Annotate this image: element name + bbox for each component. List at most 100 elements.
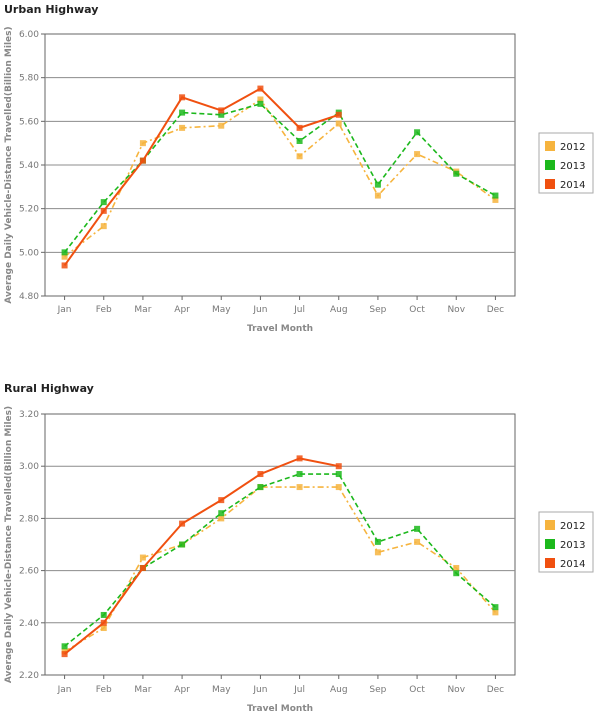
y-axis-label: Average Daily Vehicle-Distance Travelled… bbox=[4, 26, 14, 303]
data-point-2013[interactable] bbox=[296, 137, 303, 144]
data-point-2012[interactable] bbox=[218, 515, 225, 522]
data-point-2013[interactable] bbox=[453, 170, 460, 177]
data-point-2012[interactable] bbox=[335, 120, 342, 127]
legend-swatch-2012[interactable] bbox=[545, 141, 555, 151]
legend-label-2012[interactable]: 2012 bbox=[560, 521, 585, 532]
y-tick-label: 5.60 bbox=[19, 117, 39, 127]
data-point-2012[interactable] bbox=[61, 253, 68, 260]
data-point-2012[interactable] bbox=[139, 140, 146, 147]
data-point-2013[interactable] bbox=[335, 471, 342, 478]
data-point-2014[interactable] bbox=[139, 564, 146, 571]
data-point-2014[interactable] bbox=[100, 619, 107, 626]
chart-1: Urban Highway 4.80 5.00 5.20 5.40 5.60 5.80 6.0… bbox=[4, 3, 594, 334]
data-point-2013[interactable] bbox=[61, 249, 68, 256]
data-point-2012[interactable] bbox=[139, 554, 146, 561]
legend-label-2014[interactable]: 2014 bbox=[560, 559, 585, 570]
legend-label-2013[interactable]: 2013 bbox=[560, 540, 585, 551]
y-tick-label: 2.80 bbox=[19, 514, 39, 524]
data-point-2012[interactable] bbox=[414, 151, 421, 158]
data-point-2012[interactable] bbox=[179, 124, 186, 131]
y-tick-label: 2.20 bbox=[19, 671, 39, 681]
series-line-2013 bbox=[64, 473, 496, 647]
x-tick-label: Feb bbox=[96, 305, 112, 315]
data-point-2012[interactable] bbox=[414, 538, 421, 545]
data-point-2013[interactable] bbox=[257, 100, 264, 107]
y-tick-label: 2.40 bbox=[19, 619, 39, 629]
data-point-2012[interactable] bbox=[296, 484, 303, 491]
data-point-2013[interactable] bbox=[374, 538, 381, 545]
y-tick-label: 5.40 bbox=[19, 161, 39, 171]
data-point-2012[interactable] bbox=[100, 625, 107, 632]
x-tick-label: Aug bbox=[330, 305, 348, 315]
data-point-2014[interactable] bbox=[61, 651, 68, 658]
series-line-2012 bbox=[64, 486, 497, 653]
data-point-2013[interactable] bbox=[492, 604, 499, 611]
series-line-2013 bbox=[63, 103, 496, 253]
data-point-2012[interactable] bbox=[492, 196, 499, 203]
legend-label-2013[interactable]: 2013 bbox=[560, 161, 585, 172]
series-line-2014 bbox=[63, 457, 339, 655]
data-point-2013[interactable] bbox=[453, 570, 460, 577]
y-axis-label: Average Daily Vehicle-Distance Travelled… bbox=[4, 406, 14, 683]
data-point-2014[interactable] bbox=[179, 520, 186, 527]
chart-2: Rural Highway 2.20 2.40 2.60 2.80 3.00 3.20 Jan… bbox=[4, 382, 594, 714]
data-point-2012[interactable] bbox=[374, 549, 381, 556]
x-tick-label: Feb bbox=[96, 685, 112, 695]
data-point-2013[interactable] bbox=[218, 510, 225, 517]
data-point-2012[interactable] bbox=[257, 96, 264, 103]
data-point-2013[interactable] bbox=[374, 181, 381, 188]
data-point-2013[interactable] bbox=[179, 541, 186, 548]
data-point-2014[interactable] bbox=[257, 471, 264, 478]
data-point-2013[interactable] bbox=[218, 111, 225, 118]
legend-swatch-2014[interactable] bbox=[545, 179, 555, 189]
data-point-2012[interactable] bbox=[374, 192, 381, 199]
x-tick-label: Sep bbox=[369, 685, 386, 695]
data-point-2014[interactable] bbox=[335, 463, 342, 470]
legend-swatch-2013[interactable] bbox=[545, 160, 555, 170]
chart-title: Rural Highway bbox=[4, 382, 94, 395]
y-tick-label: 4.80 bbox=[19, 292, 39, 302]
data-point-2014[interactable] bbox=[335, 111, 342, 118]
data-point-2013[interactable] bbox=[414, 525, 421, 532]
data-point-2014[interactable] bbox=[100, 207, 107, 214]
plot-frame bbox=[44, 413, 516, 676]
data-point-2012[interactable] bbox=[335, 484, 342, 491]
data-point-2012[interactable] bbox=[453, 564, 460, 571]
x-tick-label: Jul bbox=[293, 305, 305, 315]
data-point-2013[interactable] bbox=[179, 109, 186, 116]
legend-swatch-2012[interactable] bbox=[545, 520, 555, 530]
x-tick-label: Dec bbox=[487, 685, 504, 695]
x-tick-label: Oct bbox=[409, 685, 425, 695]
data-point-2013[interactable] bbox=[296, 471, 303, 478]
data-point-2014[interactable] bbox=[218, 107, 225, 114]
data-point-2013[interactable] bbox=[492, 192, 499, 199]
data-point-2014[interactable] bbox=[218, 497, 225, 504]
data-point-2014[interactable] bbox=[296, 455, 303, 462]
data-point-2013[interactable] bbox=[257, 484, 264, 491]
legend-swatch-2013[interactable] bbox=[545, 539, 555, 549]
data-point-2012[interactable] bbox=[100, 223, 107, 230]
legend-label-2012[interactable]: 2012 bbox=[560, 142, 585, 153]
data-point-2014[interactable] bbox=[179, 94, 186, 101]
x-tick-label: Jan bbox=[57, 305, 72, 315]
chart-title: Urban Highway bbox=[4, 3, 98, 16]
data-point-2012[interactable] bbox=[296, 153, 303, 160]
data-point-2013[interactable] bbox=[100, 199, 107, 206]
data-point-2012[interactable] bbox=[218, 122, 225, 129]
legend: 2012 2013 2014 bbox=[538, 132, 594, 194]
x-tick-label: Dec bbox=[487, 305, 504, 315]
y-tick-label: 2.60 bbox=[19, 567, 39, 577]
legend-label-2014[interactable]: 2014 bbox=[560, 180, 585, 191]
x-tick-label: Apr bbox=[174, 685, 190, 695]
legend-swatch-2014[interactable] bbox=[545, 558, 555, 568]
data-point-2013[interactable] bbox=[414, 129, 421, 136]
x-tick-label: Sep bbox=[369, 305, 386, 315]
data-point-2014[interactable] bbox=[139, 157, 146, 164]
data-point-2014[interactable] bbox=[296, 124, 303, 131]
data-point-2013[interactable] bbox=[61, 643, 68, 650]
data-point-2013[interactable] bbox=[100, 611, 107, 618]
y-tick-label: 5.80 bbox=[19, 74, 39, 84]
data-point-2014[interactable] bbox=[257, 85, 264, 92]
data-point-2012[interactable] bbox=[492, 609, 499, 616]
data-point-2014[interactable] bbox=[61, 262, 68, 269]
